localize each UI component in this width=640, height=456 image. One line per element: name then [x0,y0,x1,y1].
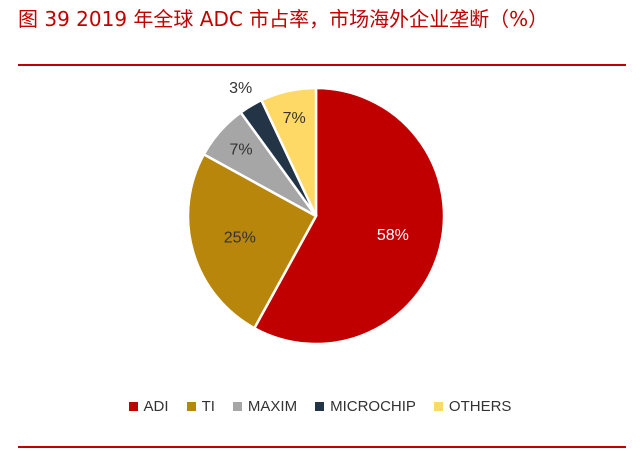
legend-swatch [315,402,325,411]
legend-label: ADI [143,398,169,415]
legend-label: MICROCHIP [330,398,416,415]
legend-label: TI [201,398,215,415]
data-label-maxim: 7% [230,142,253,159]
legend-swatch [433,402,443,411]
legend-item-others: OTHERS [433,398,512,415]
data-label-others: 7% [283,110,306,127]
legend-item-maxim: MAXIM [232,398,298,415]
chart-legend: ADI TI MAXIM MICROCHIP OTHERS [0,398,640,415]
legend-swatch [128,402,138,411]
data-label-microchip: 3% [229,80,252,97]
legend-item-microchip: MICROCHIP [315,398,416,415]
legend-label: OTHERS [448,398,512,415]
top-divider [18,64,626,66]
pie-slice-adi [252,86,446,346]
chart-title: 图 39 2019 年全球 ADC 市占率，市场海外企业垄断（%） [18,7,549,31]
data-label-adi: 58% [377,227,409,244]
legend-item-ti: TI [186,398,215,415]
data-label-ti: 25% [224,230,256,247]
title-block: 图 39 2019 年全球 ADC 市占率，市场海外企业垄断（%） [18,6,628,32]
pie-slice-others [259,86,318,217]
legend-swatch [186,402,196,411]
bottom-divider [18,446,626,448]
pie-slice-ti [186,152,318,330]
legend-item-adi: ADI [128,398,169,415]
legend-label: MAXIM [247,398,298,415]
legend-swatch [232,402,242,411]
